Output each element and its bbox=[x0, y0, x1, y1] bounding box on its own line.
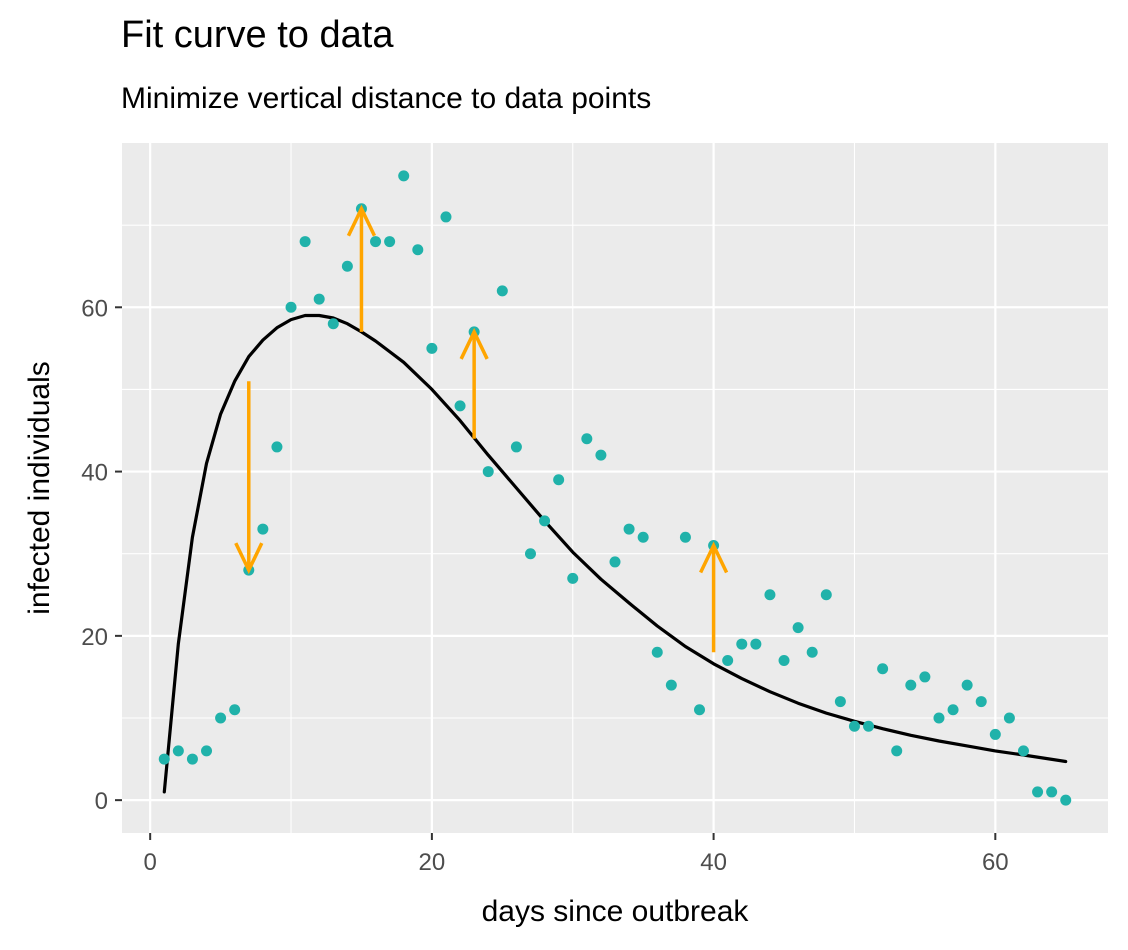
data-point bbox=[186, 753, 198, 765]
data-point bbox=[285, 301, 297, 313]
data-point bbox=[482, 466, 494, 478]
data-point bbox=[539, 515, 551, 527]
data-point bbox=[158, 753, 170, 765]
arrow-head bbox=[459, 327, 489, 360]
data-point bbox=[637, 531, 649, 543]
residual-arrow bbox=[346, 204, 377, 332]
data-point bbox=[1032, 786, 1044, 798]
data-point bbox=[863, 720, 875, 732]
data-point bbox=[215, 712, 227, 724]
chart-title: Fit curve to data bbox=[121, 14, 394, 56]
data-point bbox=[919, 671, 931, 683]
data-point bbox=[496, 285, 508, 297]
data-point bbox=[820, 589, 832, 601]
y-tick-label: 60 bbox=[81, 295, 108, 322]
data-point bbox=[806, 646, 818, 658]
residual-arrows bbox=[234, 204, 729, 653]
data-point bbox=[877, 663, 889, 675]
chart-subtitle: Minimize vertical distance to data point… bbox=[121, 82, 652, 115]
data-point bbox=[567, 572, 579, 584]
x-tick-label: 40 bbox=[700, 849, 727, 876]
y-axis-title: infected individuals bbox=[23, 361, 56, 615]
data-point bbox=[581, 433, 593, 445]
data-point bbox=[792, 622, 804, 634]
data-point bbox=[694, 704, 706, 716]
data-point bbox=[1003, 712, 1015, 724]
data-point bbox=[271, 441, 283, 453]
y-tick-label: 0 bbox=[95, 788, 108, 815]
arrow-head bbox=[346, 204, 377, 237]
data-point bbox=[341, 260, 353, 272]
x-tick-label: 20 bbox=[419, 849, 446, 876]
data-point bbox=[172, 745, 184, 757]
data-point bbox=[454, 400, 466, 412]
data-point bbox=[722, 655, 734, 666]
data-point bbox=[524, 548, 536, 560]
data-point bbox=[933, 712, 945, 724]
data-point bbox=[384, 236, 396, 248]
data-point bbox=[651, 646, 663, 658]
y-tick-label: 40 bbox=[81, 460, 108, 487]
data-point bbox=[313, 293, 325, 305]
data-point bbox=[1017, 745, 1029, 757]
x-tick-label: 60 bbox=[982, 849, 1009, 876]
data-point bbox=[595, 449, 607, 461]
arrow-head bbox=[699, 541, 729, 574]
data-point bbox=[961, 679, 973, 691]
data-point bbox=[426, 342, 438, 354]
data-point bbox=[553, 474, 565, 486]
data-point bbox=[750, 638, 762, 650]
data-point bbox=[609, 556, 621, 568]
plot-panel bbox=[122, 143, 1108, 833]
data-point bbox=[764, 589, 776, 601]
data-point bbox=[398, 170, 410, 182]
data-point bbox=[947, 704, 959, 716]
data-point bbox=[905, 679, 917, 691]
data-point bbox=[412, 244, 424, 256]
residual-arrow bbox=[459, 327, 489, 439]
data-point bbox=[975, 696, 987, 708]
arrow-head bbox=[234, 542, 264, 575]
data-point bbox=[891, 745, 903, 757]
residual-arrow bbox=[234, 381, 264, 575]
data-point bbox=[440, 211, 452, 223]
data-point bbox=[257, 523, 269, 535]
data-point bbox=[848, 720, 860, 732]
data-point bbox=[623, 523, 635, 535]
data-point bbox=[327, 318, 339, 330]
data-point bbox=[665, 679, 677, 691]
data-point bbox=[1060, 794, 1072, 806]
data-point bbox=[229, 704, 241, 716]
residual-arrow bbox=[699, 541, 729, 653]
data-point bbox=[834, 696, 846, 708]
data-point bbox=[510, 441, 522, 453]
data-point bbox=[778, 655, 790, 666]
data-point bbox=[989, 728, 1001, 740]
data-point bbox=[201, 745, 213, 757]
x-axis-title: days since outbreak bbox=[482, 895, 750, 928]
data-point bbox=[736, 638, 748, 650]
data-point bbox=[1046, 786, 1058, 798]
axes: 0 20 40 60 0 20 40 60 bbox=[81, 295, 1008, 876]
data-point bbox=[679, 531, 691, 543]
x-tick-label: 0 bbox=[143, 849, 156, 876]
data-point bbox=[370, 236, 382, 248]
data-point bbox=[299, 236, 311, 248]
y-tick-label: 20 bbox=[81, 624, 108, 651]
